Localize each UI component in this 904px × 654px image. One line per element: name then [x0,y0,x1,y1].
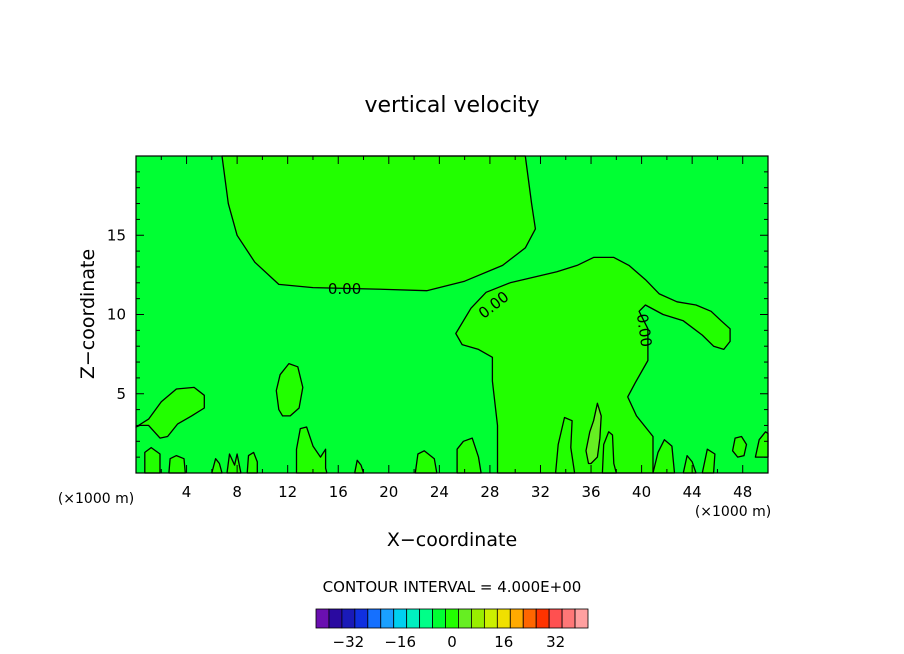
contour-region-cell-3.1 [168,454,186,474]
colorbar-swatch [432,608,446,629]
colorbar-swatch [548,608,563,629]
colorbar-tick-label: 32 [546,633,565,651]
colorbar-swatch [419,608,433,629]
x-tick-label: 32 [531,483,550,501]
y-axis-label: Z−coordinate [77,249,99,379]
x-tick-label: 48 [733,483,752,501]
colorbar-swatch [380,608,395,629]
colorbar-tick-label: −32 [333,633,365,651]
contour-label: 0.00 [328,280,361,298]
colorbar-swatch [354,608,369,629]
colorbar-swatch [445,608,459,629]
colorbar-swatch [561,608,576,629]
x-tick-label: 16 [329,483,348,501]
x-tick-label: 4 [182,483,192,501]
x-tick-label: 20 [379,483,398,501]
colorbar-swatch [574,608,589,629]
x-tick-label: 36 [581,483,600,501]
colorbar-swatch [535,608,550,629]
colorbar-swatch [393,608,408,629]
colorbar-swatch [341,608,356,629]
x-tick-label: 24 [430,483,449,501]
y-tick-label: 10 [107,306,126,324]
colorbar-swatch [471,608,485,629]
colorbar-tick-label: −16 [384,633,416,651]
colorbar-swatch [509,608,524,629]
x-tick-label: 40 [632,483,651,501]
colorbar-tick-label: 16 [494,633,513,651]
colorbar-swatch [483,608,498,629]
x-axis-label: X−coordinate [387,529,517,551]
x-tick-label: 8 [232,483,242,501]
contour-region-yellow-green-strong [585,402,602,465]
colorbar-swatch [315,608,330,629]
x-tick-label: 12 [278,483,297,501]
chart-title: vertical velocity [364,93,539,118]
contour-label: 0.00 [633,313,655,349]
contour-region-small-cell-13 [275,362,304,417]
contour-region-central-positive [455,256,731,474]
x-tick-label: 44 [683,483,702,501]
x-unit-label-left: (×1000 m) [58,491,134,507]
colorbar-swatch [406,608,421,629]
contour-region-cell-13.3 [295,426,328,474]
x-tick-label: 28 [480,483,499,501]
colorbar-swatch [367,608,382,629]
contour-interval-label: CONTOUR INTERVAL = 4.000E+00 [323,578,582,596]
contour-region-lower-left-lobe [135,386,205,439]
colorbar: −32 −16 0 16 32 [315,608,589,651]
y-tick-label: 15 [107,226,126,244]
colorbar-swatch [328,608,343,629]
y-tick-label: 5 [116,385,126,403]
x-unit-label-right: (×1000 m) [695,504,771,520]
contour-region-cell-47.7 [731,435,748,458]
colorbar-tick-label: 0 [447,633,457,651]
colorbar-swatch [496,608,511,629]
contour-region-upper-left-positive [221,155,537,292]
colorbar-swatch [458,608,472,629]
colorbar-swatch [522,608,537,629]
